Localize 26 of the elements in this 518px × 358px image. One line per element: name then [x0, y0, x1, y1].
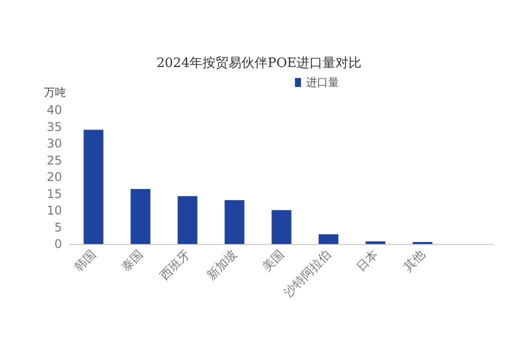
chart-title: 2024年按贸易伙伴POE进口量对比	[156, 56, 362, 71]
y-tick-label: 10	[46, 204, 62, 218]
x-tick-label: 泰国	[118, 247, 146, 274]
x-tick-label: 韩国	[72, 247, 98, 274]
bar	[130, 189, 150, 244]
y-tick-label: 5	[54, 220, 62, 234]
y-tick-label: 0	[54, 237, 62, 251]
x-tick-label: 西班牙	[157, 247, 192, 282]
x-tick-label: 新加坡	[204, 247, 240, 282]
legend-label: 进口量	[306, 76, 339, 89]
bar	[224, 200, 244, 244]
y-axis-title: 万吨	[44, 86, 66, 99]
y-tick-label: 20	[46, 170, 62, 184]
x-tick-label: 日本	[354, 247, 380, 274]
y-tick-label: 35	[46, 120, 62, 134]
x-tick-label: 美国	[260, 247, 286, 274]
bar	[272, 210, 292, 244]
bar	[84, 130, 104, 244]
x-tick-label: 其他	[400, 247, 428, 274]
bar	[318, 234, 338, 244]
y-tick-label: 25	[46, 153, 62, 168]
y-tick-label: 15	[46, 186, 62, 201]
bar	[178, 196, 198, 244]
y-tick-label: 30	[46, 136, 62, 150]
y-tick-label: 40	[46, 103, 62, 117]
bar	[366, 241, 386, 244]
